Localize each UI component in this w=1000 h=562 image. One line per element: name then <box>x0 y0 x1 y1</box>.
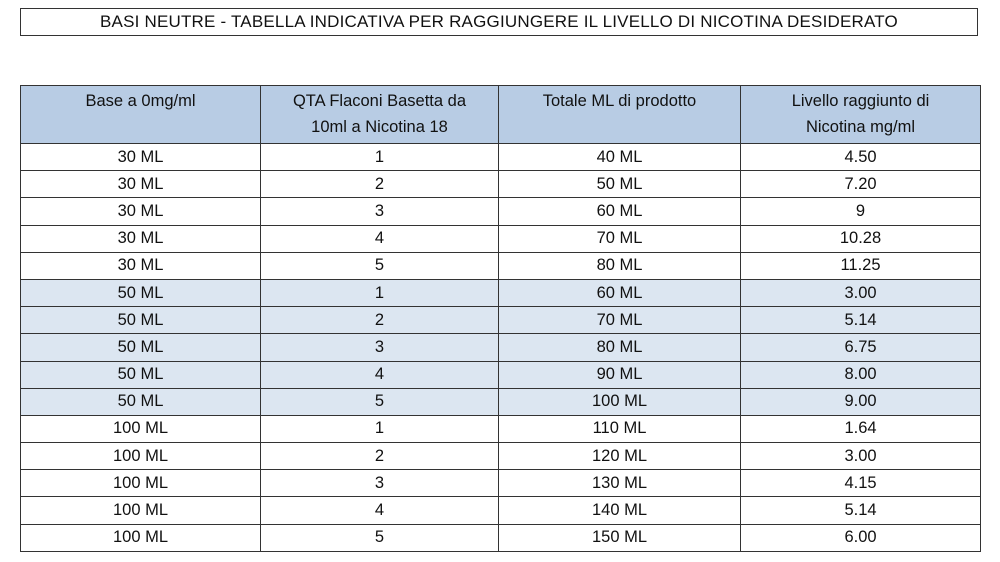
header-base: Base a 0mg/ml <box>20 85 261 144</box>
cell-livello: 5.14 <box>740 306 981 335</box>
table-row: 30 ML 5 80 ML 11.25 <box>20 251 981 280</box>
header-livello: Livello raggiunto di Nicotina mg/ml <box>740 85 981 144</box>
cell-qta: 3 <box>260 469 499 498</box>
cell-base: 100 ML <box>20 523 261 552</box>
cell-totale: 110 ML <box>498 414 741 444</box>
cell-livello: 10.28 <box>740 224 981 253</box>
table-row: 50 ML 2 70 ML 5.14 <box>20 306 981 335</box>
cell-base: 30 ML <box>20 251 261 280</box>
cell-base: 50 ML <box>20 360 261 389</box>
cell-totale: 120 ML <box>498 442 741 471</box>
cell-totale: 70 ML <box>498 224 741 253</box>
cell-livello: 6.75 <box>740 333 981 362</box>
cell-totale: 130 ML <box>498 469 741 498</box>
cell-qta: 2 <box>260 442 499 471</box>
header-qta-line2: 10ml a Nicotina 18 <box>311 118 448 136</box>
table-row: 100 ML 4 140 ML 5.14 <box>20 496 981 525</box>
cell-qta: 1 <box>260 278 499 308</box>
cell-livello: 3.00 <box>740 278 981 308</box>
header-qta: QTA Flaconi Basetta da 10ml a Nicotina 1… <box>260 85 499 144</box>
table-row: 100 ML 2 120 ML 3.00 <box>20 442 981 471</box>
page-title-text: BASI NEUTRE - TABELLA INDICATIVA PER RAG… <box>100 12 898 31</box>
cell-qta: 5 <box>260 251 499 280</box>
cell-qta: 4 <box>260 360 499 389</box>
page-title: BASI NEUTRE - TABELLA INDICATIVA PER RAG… <box>20 8 978 36</box>
cell-totale: 40 ML <box>498 142 741 172</box>
cell-base: 50 ML <box>20 387 261 416</box>
cell-base: 30 ML <box>20 170 261 199</box>
table-row: 100 ML 1 110 ML 1.64 <box>20 414 981 444</box>
table-row: 30 ML 1 40 ML 4.50 <box>20 142 981 172</box>
cell-qta: 3 <box>260 197 499 226</box>
table-row: 50 ML 5 100 ML 9.00 <box>20 387 981 416</box>
cell-livello: 1.64 <box>740 414 981 444</box>
cell-qta: 1 <box>260 142 499 172</box>
cell-base: 30 ML <box>20 197 261 226</box>
cell-base: 100 ML <box>20 496 261 525</box>
header-base-line1: Base a 0mg/ml <box>85 92 196 110</box>
cell-livello: 8.00 <box>740 360 981 389</box>
table-row: 50 ML 1 60 ML 3.00 <box>20 278 981 308</box>
cell-livello: 9 <box>740 197 981 226</box>
cell-base: 100 ML <box>20 442 261 471</box>
cell-livello: 11.25 <box>740 251 981 280</box>
table-row: 100 ML 3 130 ML 4.15 <box>20 469 981 498</box>
cell-livello: 5.14 <box>740 496 981 525</box>
header-totale: Totale ML di prodotto <box>498 85 741 144</box>
cell-qta: 5 <box>260 523 499 552</box>
table-row: 30 ML 4 70 ML 10.28 <box>20 224 981 253</box>
cell-qta: 1 <box>260 414 499 444</box>
cell-livello: 4.15 <box>740 469 981 498</box>
cell-totale: 150 ML <box>498 523 741 552</box>
cell-qta: 5 <box>260 387 499 416</box>
cell-livello: 7.20 <box>740 170 981 199</box>
cell-livello: 9.00 <box>740 387 981 416</box>
nicotine-table: Base a 0mg/ml QTA Flaconi Basetta da 10m… <box>20 85 981 552</box>
cell-totale: 90 ML <box>498 360 741 389</box>
cell-qta: 2 <box>260 170 499 199</box>
cell-base: 30 ML <box>20 224 261 253</box>
table-body: 30 ML 1 40 ML 4.50 30 ML 2 50 ML 7.20 30 ML 3 60 M… <box>20 142 981 552</box>
header-livello-line1: Livello raggiunto di <box>791 92 930 110</box>
cell-base: 50 ML <box>20 278 261 308</box>
cell-totale: 140 ML <box>498 496 741 525</box>
cell-livello: 4.50 <box>740 142 981 172</box>
table-row: 50 ML 3 80 ML 6.75 <box>20 333 981 362</box>
cell-totale: 70 ML <box>498 306 741 335</box>
table-row: 100 ML 5 150 ML 6.00 <box>20 523 981 552</box>
cell-totale: 60 ML <box>498 197 741 226</box>
cell-base: 50 ML <box>20 306 261 335</box>
header-totale-line1: Totale ML di prodotto <box>542 92 697 110</box>
cell-base: 100 ML <box>20 414 261 444</box>
cell-base: 30 ML <box>20 142 261 172</box>
cell-qta: 3 <box>260 333 499 362</box>
table-row: 50 ML 4 90 ML 8.00 <box>20 360 981 389</box>
cell-qta: 4 <box>260 496 499 525</box>
cell-totale: 50 ML <box>498 170 741 199</box>
header-livello-line2: Nicotina mg/ml <box>805 118 916 136</box>
cell-qta: 2 <box>260 306 499 335</box>
table-row: 30 ML 2 50 ML 7.20 <box>20 170 981 199</box>
cell-qta: 4 <box>260 224 499 253</box>
cell-totale: 80 ML <box>498 251 741 280</box>
header-qta-line1: QTA Flaconi Basetta da <box>292 92 467 110</box>
table-header-row: Base a 0mg/ml QTA Flaconi Basetta da 10m… <box>20 85 981 144</box>
cell-livello: 3.00 <box>740 442 981 471</box>
cell-totale: 60 ML <box>498 278 741 308</box>
table-row: 30 ML 3 60 ML 9 <box>20 197 981 226</box>
cell-totale: 100 ML <box>498 387 741 416</box>
cell-totale: 80 ML <box>498 333 741 362</box>
cell-base: 50 ML <box>20 333 261 362</box>
cell-base: 100 ML <box>20 469 261 498</box>
cell-livello: 6.00 <box>740 523 981 552</box>
